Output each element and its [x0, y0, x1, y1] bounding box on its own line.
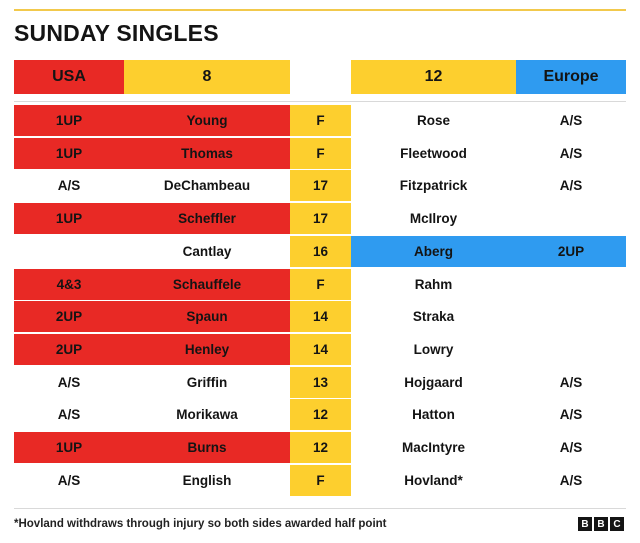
usa-player: Thomas: [124, 137, 290, 169]
europe-player: Rose: [416, 113, 450, 128]
usa-result: A/S: [57, 374, 81, 390]
usa-player: Morikawa: [176, 407, 238, 423]
footnote: *Hovland withdraws through injury so bot…: [14, 518, 387, 530]
europe-result: [516, 269, 626, 300]
europe-player: Straka: [412, 309, 455, 325]
hole-cell: 16: [290, 235, 351, 267]
europe-player: Hovland*: [404, 472, 463, 488]
bbc-logo: B B C: [578, 517, 624, 531]
usa-result: [14, 236, 124, 267]
hole-cell: F: [290, 268, 351, 300]
match-row: 1UP Young F Rose A/S: [14, 105, 626, 136]
usa-player: Young: [124, 105, 290, 136]
match-row: 2UP Henley 14 Lowry: [14, 333, 626, 365]
europe-header-score: 12: [351, 60, 516, 94]
usa-player: English: [182, 472, 232, 488]
match-row: 1UP Scheffler 17 McIlroy: [14, 203, 626, 235]
europe-result: A/S: [559, 440, 583, 455]
usa-result: 1UP: [14, 203, 124, 235]
usa-result: 4&3: [14, 268, 124, 300]
europe-player: Hojgaard: [404, 374, 463, 390]
divider: [14, 508, 626, 509]
europe-player: Aberg: [351, 235, 516, 267]
europe-result: 2UP: [516, 235, 626, 267]
match-row: A/S Morikawa 12 Hatton A/S: [14, 399, 626, 431]
usa-result: A/S: [57, 407, 81, 423]
europe-header-label: Europe: [516, 60, 626, 94]
match-row: 1UP Thomas F Fleetwood A/S: [14, 137, 626, 169]
europe-result: A/S: [559, 178, 583, 194]
usa-player: Schauffele: [124, 268, 290, 300]
match-row: 4&3 Schauffele F Rahm: [14, 268, 626, 300]
divider: [14, 101, 626, 102]
usa-player: Griffin: [186, 374, 228, 390]
europe-player: Rahm: [414, 276, 453, 292]
hole-cell: 17: [290, 203, 351, 235]
europe-result: A/S: [559, 145, 583, 161]
europe-result: A/S: [559, 113, 583, 128]
usa-result: 2UP: [14, 333, 124, 365]
match-row: A/S Griffin 13 Hojgaard A/S: [14, 366, 626, 398]
usa-player: Scheffler: [124, 203, 290, 235]
match-row: A/S DeChambeau 17 Fitzpatrick A/S: [14, 170, 626, 202]
europe-player: Fitzpatrick: [399, 178, 468, 194]
usa-header-label: USA: [14, 60, 124, 94]
europe-player: Fleetwood: [400, 145, 467, 161]
hole-cell: 14: [290, 333, 351, 365]
usa-player: Spaun: [124, 301, 290, 333]
hole-cell: 12: [290, 432, 351, 463]
match-row: 1UP Burns 12 MacIntyre A/S: [14, 432, 626, 463]
europe-result: [516, 334, 626, 365]
usa-result: A/S: [57, 178, 81, 194]
europe-result: A/S: [559, 374, 583, 390]
bbc-logo-letter: B: [594, 517, 608, 531]
hole-cell: F: [290, 105, 351, 136]
usa-result: 1UP: [14, 105, 124, 136]
hole-cell: 14: [290, 301, 351, 333]
match-row: 2UP Spaun 14 Straka: [14, 301, 626, 333]
europe-result: A/S: [559, 472, 583, 488]
europe-player: MacIntyre: [401, 440, 466, 455]
usa-header-score: 8: [124, 60, 290, 94]
usa-result: 2UP: [14, 301, 124, 333]
hole-cell: 13: [290, 366, 351, 398]
match-row: A/S English F Hovland* A/S: [14, 464, 626, 496]
europe-player: Hatton: [412, 407, 455, 423]
usa-player: Cantlay: [182, 243, 232, 259]
europe-player: Lowry: [413, 341, 454, 357]
match-row: Cantlay 16 Aberg 2UP: [14, 235, 626, 267]
hole-cell: F: [290, 137, 351, 169]
europe-result: [516, 301, 626, 332]
usa-player: Henley: [124, 333, 290, 365]
hole-cell: F: [290, 464, 351, 496]
usa-result: 1UP: [14, 137, 124, 169]
usa-player: Burns: [124, 432, 290, 463]
europe-player: McIlroy: [409, 211, 458, 227]
bbc-logo-letter: C: [610, 517, 624, 531]
hole-cell: 17: [290, 170, 351, 202]
bbc-logo-letter: B: [578, 517, 592, 531]
top-rule: [14, 9, 626, 11]
europe-result: A/S: [559, 407, 583, 423]
europe-result: [516, 203, 626, 234]
usa-result: 1UP: [14, 432, 124, 463]
usa-result: A/S: [57, 472, 81, 488]
usa-player: DeChambeau: [163, 178, 251, 194]
hole-cell: 12: [290, 399, 351, 431]
page-title: SUNDAY SINGLES: [14, 20, 219, 46]
